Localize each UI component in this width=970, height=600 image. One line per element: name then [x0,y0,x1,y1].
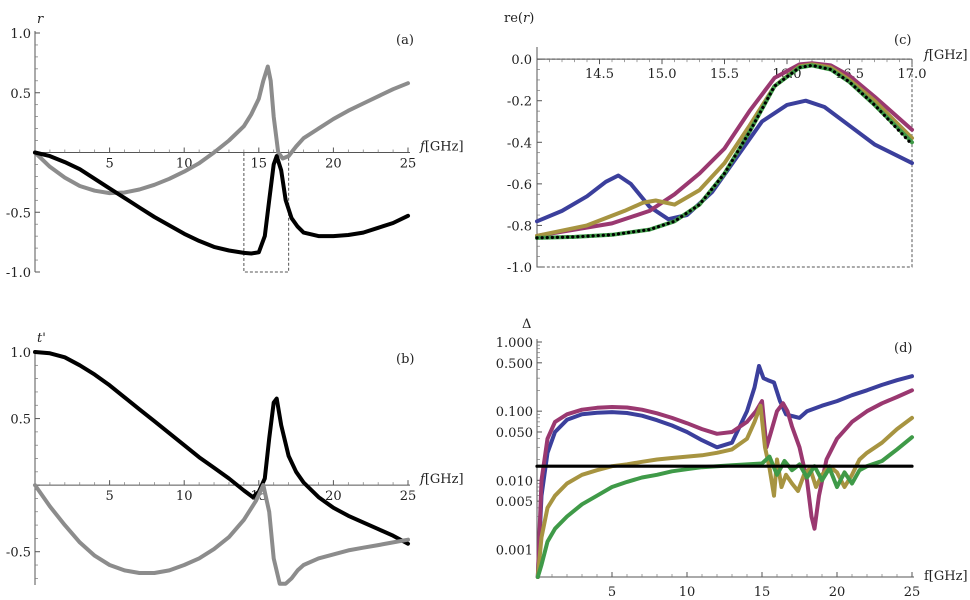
x-tick-label: 5 [608,585,616,600]
x-axis-label: f[GHz] [924,569,968,584]
y-tick-label: 0.001 [496,543,533,558]
x-tick-label: 20 [325,157,342,172]
panel-c: 14.5 15.0 15.5 16.0 16.5 17.00.0-0.2-0.4-0.6-… [504,11,968,276]
series-reference-line [535,63,914,240]
series-green-line [535,63,914,240]
panel-label: (d) [894,341,912,356]
x-axis-label-unit: [GHz] [929,48,968,63]
x-tick-label: 5 [105,157,113,172]
x-axis-label: f[GHz] [419,140,464,155]
y-tick-label: 0.5 [10,87,31,102]
y-axis-label-close: ) [529,11,534,26]
series-blue-line [535,364,914,579]
y-tick-label: -0.6 [507,178,532,193]
y-tick-label: 1.000 [496,336,533,351]
series-black-line [33,350,410,546]
series-magenta-line [535,61,914,238]
x-axis-label-variable: f [419,140,427,155]
y-tick-label: 0.010 [496,474,533,489]
y-tick-label: -0.2 [507,95,532,110]
x-tick-label: 15 [754,585,771,600]
x-tick-label: 20 [325,489,342,504]
y-tick-label: 0.500 [496,357,533,372]
x-tick-label: 20 [829,585,846,600]
x-tick-label: 5 [105,489,113,504]
panel-d: 5 10 15 20 25 1.000 0.500 0.100 0.050 0.010 0.005 0… [496,317,968,600]
x-axis-label: f[GHz] [419,472,464,487]
y-tick-label: 1.0 [10,27,31,42]
x-tick-label: 15 [251,157,268,172]
y-tick-label: 0.005 [496,495,533,510]
y-tick-label: 0.0 [511,53,532,68]
x-axis-label-unit: [GHz] [425,140,464,155]
x-tick-label: 15.0 [648,67,677,82]
series-magenta-line [535,388,914,579]
y-tick-label: 0.5 [10,413,31,428]
panel-b: 5 10 15 20 251.00.5-0.5t'f[GHz](b) [6,331,464,586]
x-axis-label: f[GHz] [923,48,968,63]
y-tick-label: 0.100 [496,405,533,420]
x-tick-label: 25 [400,157,417,172]
y-tick-label: -0.4 [507,136,532,151]
y-axis-label: t' [37,331,46,346]
panel-label: (c) [894,33,911,48]
y-tick-label: -1.0 [507,261,532,276]
panel-label: (a) [396,33,414,48]
y-tick-label: -0.5 [6,546,31,561]
y-axis-label: re(r) [504,11,534,26]
y-tick-label: -0.8 [507,219,532,234]
zoom-region-box [243,152,290,273]
x-tick-label: 14.5 [585,67,614,82]
y-tick-label: 0.050 [496,426,533,441]
y-axis-label: r [37,12,44,27]
panel-a: 5 10 15 20 251.00.5-0.5-1.0rf[GHz](a) [6,12,464,281]
y-axis-label-r: r [523,11,530,26]
x-tick-label: 10 [176,489,193,504]
x-tick-label: 17.0 [898,67,927,82]
x-tick-label: 15.5 [710,67,739,82]
y-axis-label-re: re( [504,11,523,26]
y-tick-label: -0.5 [6,206,31,221]
series-gray-line [33,483,410,586]
y-tick-label: -1.0 [6,266,31,281]
panel-label: (b) [396,352,414,367]
y-axis-label: Δ [522,317,531,332]
x-axis-label-variable: f [923,48,931,63]
y-tick-label: 1.0 [10,346,31,361]
x-axis-label-unit: [GHz] [425,472,464,487]
series-green-line [535,435,914,579]
series-black-line [33,150,410,256]
x-tick-label: 25 [904,585,921,600]
x-tick-label: 25 [400,489,417,504]
x-axis-label-variable: f [419,472,427,487]
x-tick-label: 10 [679,585,696,600]
